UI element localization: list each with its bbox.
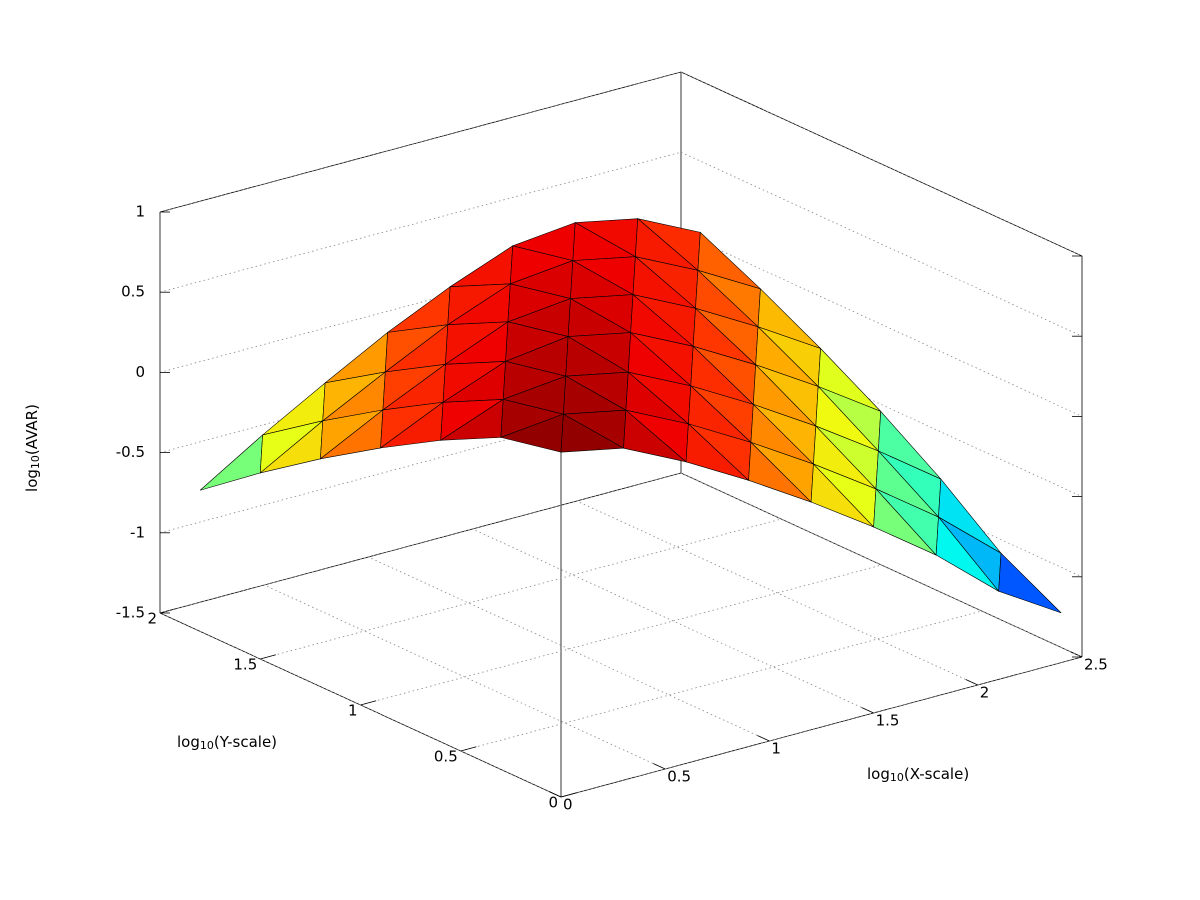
x-tick-label: 0 (563, 796, 573, 814)
grid-line (368, 556, 770, 742)
surface-facet (449, 245, 514, 288)
x-tick-label: 0.5 (667, 768, 691, 786)
grid-line (472, 528, 874, 714)
surface-facet (998, 552, 1062, 614)
surface-facet (199, 434, 263, 491)
grid-line (576, 500, 978, 686)
y-tick-label: 2 (147, 610, 157, 628)
z-tick-label: -1.5 (116, 604, 145, 622)
x-tick (1069, 651, 1083, 658)
y-tick-label: 1 (348, 702, 358, 720)
z-tick-label: 1 (135, 203, 145, 221)
y-tick-label: 0.5 (434, 748, 458, 766)
surface-facet (748, 441, 812, 503)
surface-facet (935, 516, 999, 592)
grid-line (680, 151, 1083, 337)
z-tick-label: 0 (135, 363, 145, 381)
y-tick-label: 1.5 (233, 656, 257, 674)
z-tick-label: 0.5 (121, 283, 145, 301)
z-tick-label: -1 (130, 523, 145, 541)
surface-facet (685, 423, 749, 481)
surface-facet (810, 463, 874, 528)
x-tick (548, 791, 562, 798)
grid-line (680, 71, 1083, 257)
x-tick-label: 1.5 (876, 712, 900, 730)
surface-facet (623, 409, 687, 463)
y-tick-label: 0 (548, 794, 558, 812)
y-tick (560, 792, 577, 798)
x-tick (757, 735, 770, 742)
axis-edge (159, 472, 682, 614)
y-axis-label: log10(Y-scale) (177, 733, 277, 753)
x-tick-label: 2 (980, 684, 990, 702)
y-tick (159, 608, 176, 614)
y-tick (260, 654, 276, 660)
grid-line (680, 232, 1083, 417)
surface-facet (560, 413, 625, 453)
y-tick (360, 700, 377, 706)
axis-edge (159, 71, 682, 213)
grid-line (260, 518, 782, 660)
grid-line (264, 584, 666, 770)
x-tick (861, 707, 874, 714)
y-tick (460, 746, 477, 752)
x-tick-label: 2.5 (1084, 656, 1108, 674)
x-tick (653, 763, 666, 770)
grid-line (680, 472, 1083, 658)
x-tick-label: 1 (771, 740, 781, 758)
x-tick (965, 679, 978, 686)
x-axis-label: log10(X-scale) (867, 765, 969, 785)
grid-line (680, 312, 1083, 497)
surface-facet (873, 488, 937, 556)
z-axis-label: log10(AVAR) (23, 404, 43, 492)
grid-line (460, 610, 982, 752)
z-tick-label: -0.5 (116, 443, 145, 461)
grid-line (360, 564, 882, 706)
axis-edge (560, 656, 1083, 798)
